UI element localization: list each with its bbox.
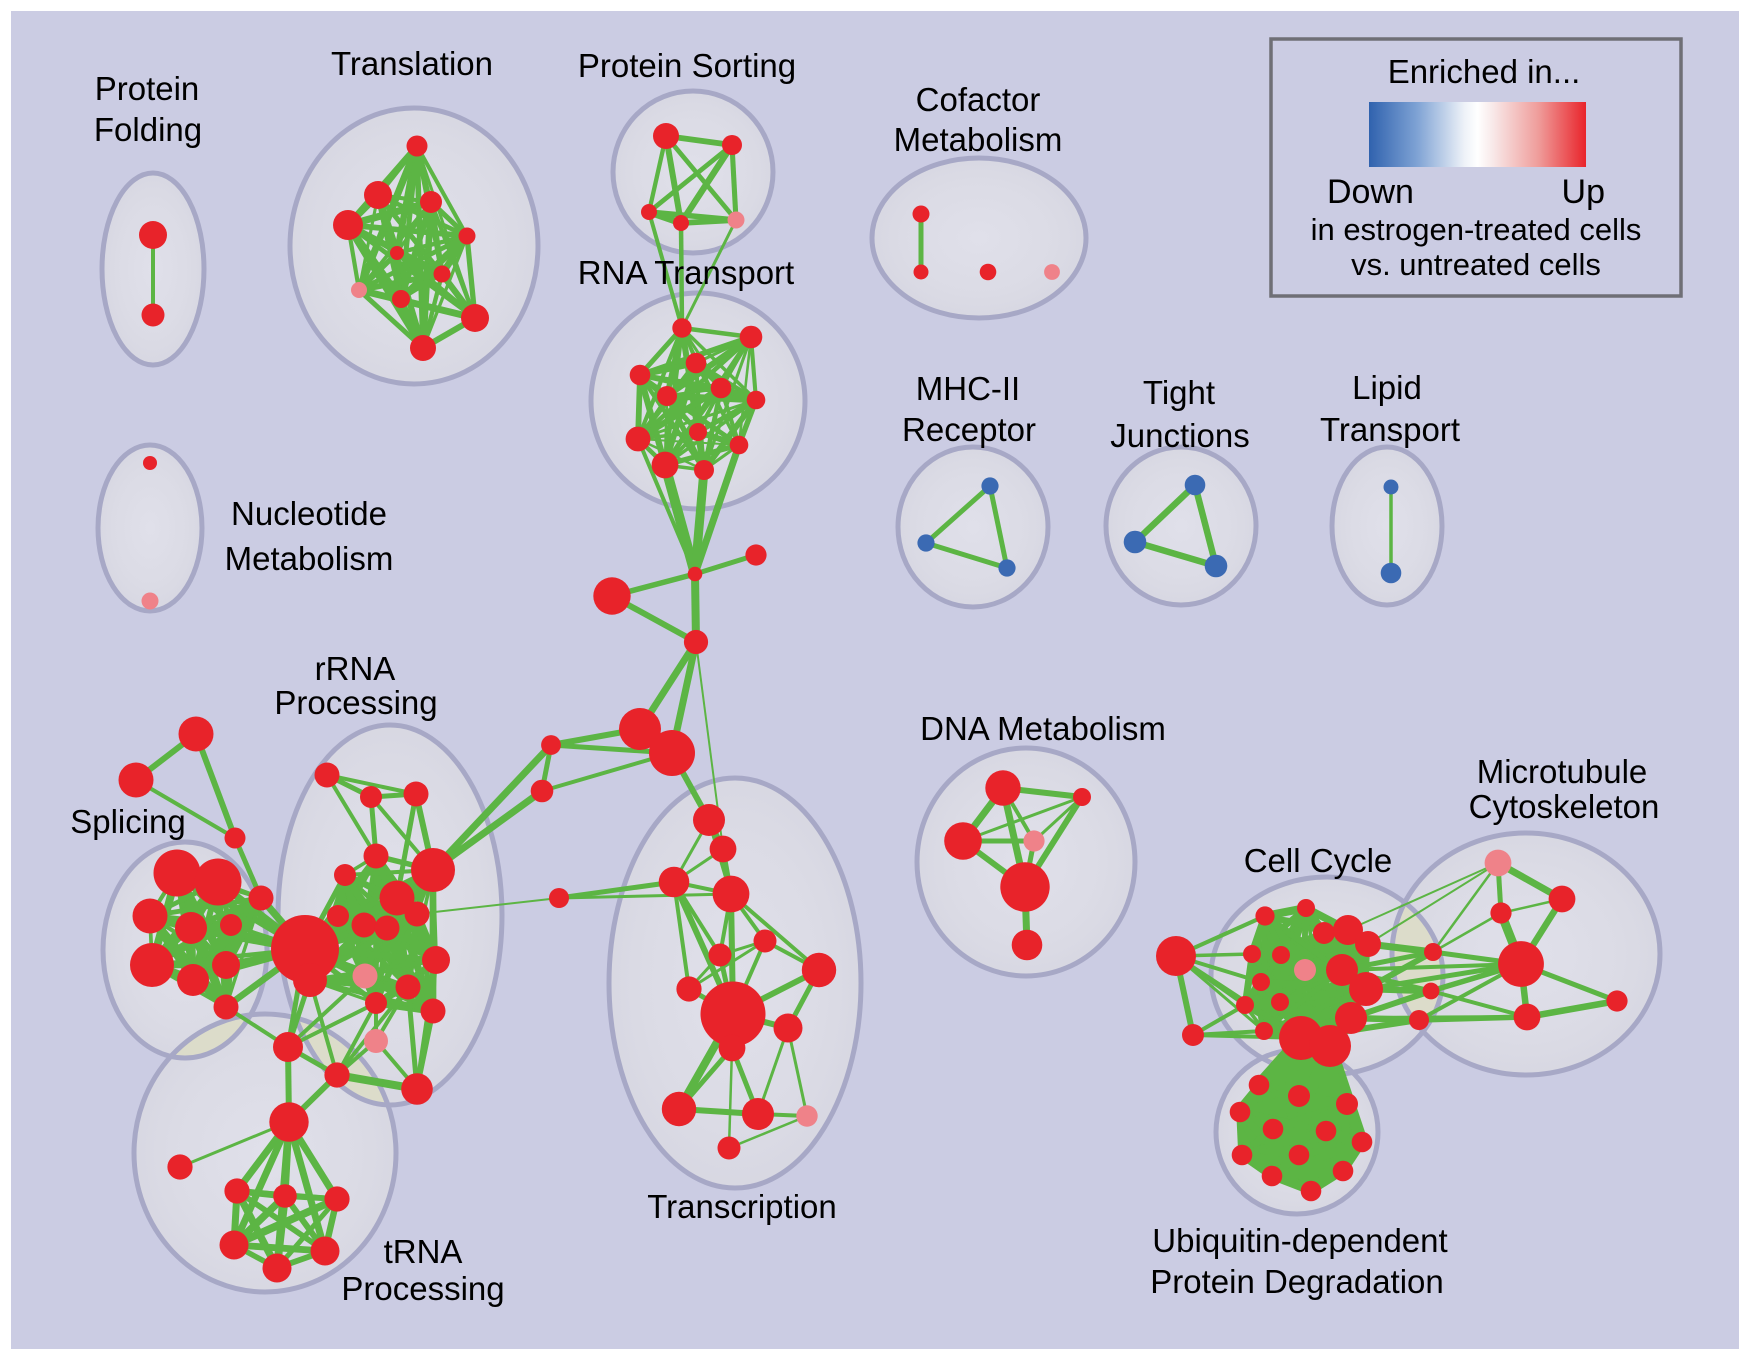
- svg-text:in estrogen-treated cells: in estrogen-treated cells: [1311, 212, 1642, 247]
- svg-text:MHC-II: MHC-II: [916, 370, 1020, 407]
- svg-text:Processing: Processing: [274, 684, 437, 721]
- svg-text:Folding: Folding: [94, 111, 202, 148]
- svg-text:Cell Cycle: Cell Cycle: [1244, 842, 1393, 879]
- svg-text:Receptor: Receptor: [902, 411, 1036, 448]
- svg-text:Tight: Tight: [1143, 374, 1215, 411]
- svg-text:Metabolism: Metabolism: [225, 540, 394, 577]
- svg-text:Transcription: Transcription: [647, 1188, 837, 1225]
- svg-text:Metabolism: Metabolism: [894, 121, 1063, 158]
- svg-text:Transport: Transport: [1320, 411, 1460, 448]
- svg-text:Microtubule: Microtubule: [1477, 753, 1648, 790]
- svg-text:Protein Sorting: Protein Sorting: [578, 47, 796, 84]
- svg-text:Lipid: Lipid: [1352, 369, 1422, 406]
- svg-text:Protein: Protein: [95, 70, 200, 107]
- svg-text:Splicing: Splicing: [70, 803, 186, 840]
- svg-text:Translation: Translation: [331, 45, 493, 82]
- svg-text:DNA Metabolism: DNA Metabolism: [920, 710, 1166, 747]
- svg-text:Cofactor: Cofactor: [916, 81, 1041, 118]
- svg-text:RNA Transport: RNA Transport: [578, 254, 794, 291]
- svg-text:Cytoskeleton: Cytoskeleton: [1469, 788, 1660, 825]
- svg-text:Processing: Processing: [341, 1270, 504, 1307]
- svg-text:Junctions: Junctions: [1110, 417, 1249, 454]
- svg-text:tRNA: tRNA: [384, 1233, 463, 1270]
- svg-text:Up: Up: [1562, 173, 1605, 211]
- svg-text:Nucleotide: Nucleotide: [231, 495, 387, 532]
- svg-text:Down: Down: [1327, 173, 1414, 211]
- svg-text:vs. untreated cells: vs. untreated cells: [1351, 247, 1601, 282]
- svg-text:Enriched in...: Enriched in...: [1388, 53, 1581, 90]
- svg-text:Protein Degradation: Protein Degradation: [1150, 1263, 1444, 1300]
- svg-text:Ubiquitin-dependent: Ubiquitin-dependent: [1152, 1222, 1447, 1259]
- svg-text:rRNA: rRNA: [315, 650, 396, 687]
